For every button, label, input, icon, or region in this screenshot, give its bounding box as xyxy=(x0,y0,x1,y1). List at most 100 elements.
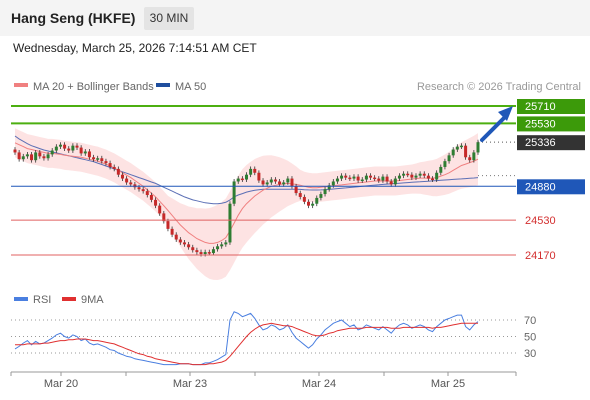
candle-body xyxy=(170,228,174,235)
candle-body xyxy=(34,152,38,161)
rsi-panel: 70 50 30 xyxy=(11,311,536,366)
candle-body xyxy=(319,194,323,198)
candle-body xyxy=(203,252,207,255)
candle-body xyxy=(468,157,472,161)
candle-body xyxy=(369,175,373,178)
candle-body xyxy=(50,150,54,155)
candle-body xyxy=(125,178,129,183)
candle-body xyxy=(46,154,50,159)
candle-body xyxy=(464,145,468,158)
candle-body xyxy=(137,187,141,190)
level-label-box xyxy=(517,99,585,114)
chart-header-bar: Hang Seng (HKFE) 30 MIN xyxy=(0,0,590,36)
candle-body xyxy=(75,145,79,148)
interval-button[interactable]: 30 MIN xyxy=(144,7,194,30)
candle-body xyxy=(327,185,331,190)
level-label: 25530 xyxy=(525,118,556,130)
candle-body xyxy=(100,158,104,162)
level-label: 25336 xyxy=(525,137,556,149)
candle-body xyxy=(71,145,75,151)
candle-body xyxy=(290,178,294,187)
level-label: 24880 xyxy=(525,181,556,193)
candle-body xyxy=(340,175,344,179)
candlesticks xyxy=(13,139,480,257)
candle-body xyxy=(315,197,319,204)
candle-body xyxy=(307,201,311,206)
candle-body xyxy=(253,168,257,173)
candle-body xyxy=(174,234,178,240)
candle-body xyxy=(439,166,443,173)
candle-body xyxy=(360,179,364,182)
x-axis: Mar 20 Mar 23 Mar 24 Mar 25 xyxy=(10,372,517,390)
candle-body xyxy=(79,147,83,154)
candle-body xyxy=(435,172,439,180)
candle-body xyxy=(58,144,62,147)
ma50-legend-swatch xyxy=(156,83,170,87)
candle-body xyxy=(257,172,261,181)
rsi-legend-swatch xyxy=(14,297,28,301)
x-tick-label: Mar 20 xyxy=(44,378,78,390)
candle-body xyxy=(42,156,46,159)
ma20-line xyxy=(14,142,479,244)
candle-body xyxy=(381,176,385,181)
candle-body xyxy=(92,157,96,160)
rsi-tick-label: 70 xyxy=(524,315,536,327)
candle-body xyxy=(269,179,273,183)
candle-body xyxy=(476,142,480,153)
candle-body xyxy=(335,178,339,182)
candle-body xyxy=(298,193,302,197)
candle-body xyxy=(447,155,451,162)
candle-body xyxy=(17,152,21,160)
candle-body xyxy=(54,146,58,151)
candle-body xyxy=(182,242,186,245)
candle-body xyxy=(191,247,195,251)
candle-body xyxy=(451,149,455,156)
candle-body xyxy=(120,174,124,179)
rsi-tick-label: 30 xyxy=(524,348,536,360)
candle-body xyxy=(352,176,356,179)
candle-body xyxy=(406,173,410,176)
candle-body xyxy=(30,154,34,161)
level-label: 24530 xyxy=(525,215,556,227)
candle-body xyxy=(220,244,224,247)
rsi-ma-legend-swatch xyxy=(62,297,76,301)
candle-body xyxy=(187,244,191,248)
candle-body xyxy=(397,175,401,179)
candle-body xyxy=(195,250,199,253)
price-levels: 25710 25530 25336 24880 24530 24170 xyxy=(11,99,585,262)
candle-body xyxy=(422,173,426,176)
candle-body xyxy=(232,181,236,204)
candle-body xyxy=(385,176,389,182)
candle-body xyxy=(158,205,162,214)
level-label-box xyxy=(517,179,585,195)
level-label-box xyxy=(517,135,585,151)
candle-body xyxy=(282,182,286,185)
candle-body xyxy=(129,182,133,185)
x-tick-label: Mar 24 xyxy=(302,378,336,390)
candle-body xyxy=(348,177,352,180)
candle-body xyxy=(402,173,406,176)
candle-body xyxy=(431,178,435,181)
candle-body xyxy=(178,239,182,243)
level-label: 25710 xyxy=(525,101,556,113)
instrument-title: Hang Seng (HKFE) xyxy=(11,10,136,26)
candle-body xyxy=(63,144,67,149)
level-label-box xyxy=(517,116,585,132)
candle-body xyxy=(149,195,153,200)
candle-body xyxy=(38,152,42,157)
candle-body xyxy=(87,151,91,158)
candle-body xyxy=(240,178,244,181)
copyright-text: Research © 2026 Trading Central xyxy=(417,81,581,93)
candle-body xyxy=(108,163,112,167)
rsi-line xyxy=(14,311,479,366)
candle-body xyxy=(166,221,170,229)
rsi-legend-label: RSI xyxy=(33,294,51,306)
candle-body xyxy=(443,161,447,167)
candle-body xyxy=(154,199,158,206)
candle-body xyxy=(228,203,232,243)
candle-body xyxy=(364,175,368,180)
x-tick-label: Mar 25 xyxy=(431,378,465,390)
ma20-legend-swatch xyxy=(14,83,28,87)
candle-body xyxy=(236,178,240,182)
